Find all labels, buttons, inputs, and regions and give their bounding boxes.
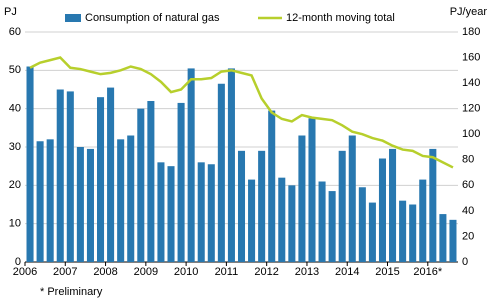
y-tick-label: 30 <box>9 141 21 153</box>
bar <box>66 91 74 263</box>
y-tick-label: 50 <box>9 64 21 76</box>
footnote: * Preliminary <box>40 286 103 298</box>
bar <box>137 108 145 263</box>
bar <box>117 139 125 262</box>
bar <box>167 166 175 262</box>
bar <box>227 68 235 263</box>
x-tick-label: 2009 <box>134 266 158 278</box>
bar <box>187 68 195 263</box>
bar <box>76 147 84 262</box>
bar <box>389 148 397 262</box>
bar <box>338 150 346 262</box>
bar <box>298 135 306 262</box>
line <box>29 56 454 169</box>
bar <box>157 162 165 262</box>
x-tick-label: 2007 <box>53 266 77 278</box>
y2-tick-label: 120 <box>462 103 480 115</box>
y2-tick-label: 40 <box>462 205 474 217</box>
bar <box>348 135 356 262</box>
bar <box>318 181 326 262</box>
bar <box>147 101 155 262</box>
x-tick-label: 2011 <box>215 266 239 278</box>
bar <box>36 141 44 262</box>
y-tick-label: 60 <box>9 26 21 38</box>
bar <box>197 162 205 262</box>
bar <box>378 158 387 262</box>
y2-tick-label: 100 <box>462 128 480 140</box>
legend-swatch <box>65 14 81 22</box>
x-tick-label: 2008 <box>93 266 117 278</box>
bar <box>288 185 296 262</box>
y2-tick-label: 160 <box>462 51 480 63</box>
x-tick-label: 2014 <box>335 266 359 278</box>
y2-tick-label: 20 <box>462 230 474 242</box>
y-axis-label: PJ <box>4 6 17 18</box>
bar <box>237 150 246 262</box>
y2-tick-label: 80 <box>462 154 474 166</box>
bar <box>278 177 286 262</box>
bar <box>56 89 64 262</box>
y2-tick-label: 60 <box>462 179 474 191</box>
bar <box>26 66 34 262</box>
bar <box>207 164 215 262</box>
bar <box>308 118 316 262</box>
bar <box>86 148 94 262</box>
bar <box>107 87 115 262</box>
x-tick-label: 2013 <box>295 266 319 278</box>
y-tick-label: 20 <box>9 179 21 191</box>
bar <box>177 102 185 263</box>
bar <box>449 219 457 262</box>
bar <box>358 187 366 262</box>
bar <box>328 191 336 262</box>
x-tick-label: 2010 <box>174 266 198 278</box>
x-tick-label: 2016* <box>413 266 442 278</box>
bar <box>429 148 437 262</box>
bar <box>217 83 225 262</box>
y-tick-label: 0 <box>15 256 21 268</box>
bar <box>399 200 407 262</box>
legend-label: 12-month moving total <box>286 12 395 24</box>
bar <box>268 110 276 262</box>
bar <box>419 179 427 262</box>
y2-axis-label: PJ/year <box>450 6 488 18</box>
y2-tick-label: 140 <box>462 77 480 89</box>
bar <box>409 204 417 262</box>
bar <box>46 139 54 262</box>
y2-tick-label: 180 <box>462 26 480 38</box>
bar <box>127 135 135 262</box>
legend-label: Consumption of natural gas <box>85 12 220 24</box>
bar <box>248 179 256 262</box>
bar <box>368 202 376 262</box>
bar <box>439 214 447 262</box>
y2-tick-label: 0 <box>462 256 468 268</box>
bar <box>258 150 266 262</box>
y-tick-label: 10 <box>9 218 21 230</box>
bar <box>96 97 105 263</box>
y-tick-label: 40 <box>9 103 21 115</box>
x-tick-label: 2015 <box>375 266 399 278</box>
x-tick-label: 2006 <box>13 266 37 278</box>
x-tick-label: 2012 <box>254 266 278 278</box>
